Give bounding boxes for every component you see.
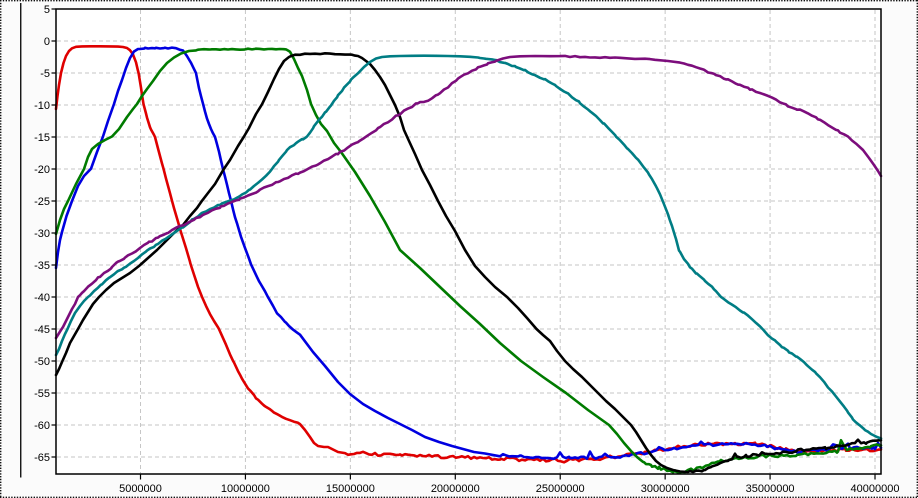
svg-text:-25: -25 (34, 196, 50, 208)
svg-text:-30: -30 (34, 228, 50, 240)
svg-text:-5: -5 (40, 68, 50, 80)
svg-text:-40: -40 (34, 292, 50, 304)
svg-text:25000000: 25000000 (536, 483, 585, 495)
svg-text:5000000: 5000000 (119, 483, 162, 495)
svg-text:20000000: 20000000 (431, 483, 480, 495)
svg-text:35000000: 35000000 (746, 483, 795, 495)
svg-text:15000000: 15000000 (326, 483, 375, 495)
svg-text:0: 0 (44, 36, 50, 48)
svg-text:10000000: 10000000 (221, 483, 270, 495)
svg-text:40000000: 40000000 (851, 483, 900, 495)
svg-text:-65: -65 (34, 452, 50, 464)
svg-text:-45: -45 (34, 324, 50, 336)
svg-text:-35: -35 (34, 260, 50, 272)
svg-text:30000000: 30000000 (641, 483, 690, 495)
svg-text:-50: -50 (34, 356, 50, 368)
svg-text:5: 5 (44, 4, 50, 16)
svg-text:-55: -55 (34, 388, 50, 400)
svg-text:-15: -15 (34, 132, 50, 144)
svg-text:-10: -10 (34, 100, 50, 112)
svg-text:-20: -20 (34, 164, 50, 176)
svg-text:-60: -60 (34, 420, 50, 432)
